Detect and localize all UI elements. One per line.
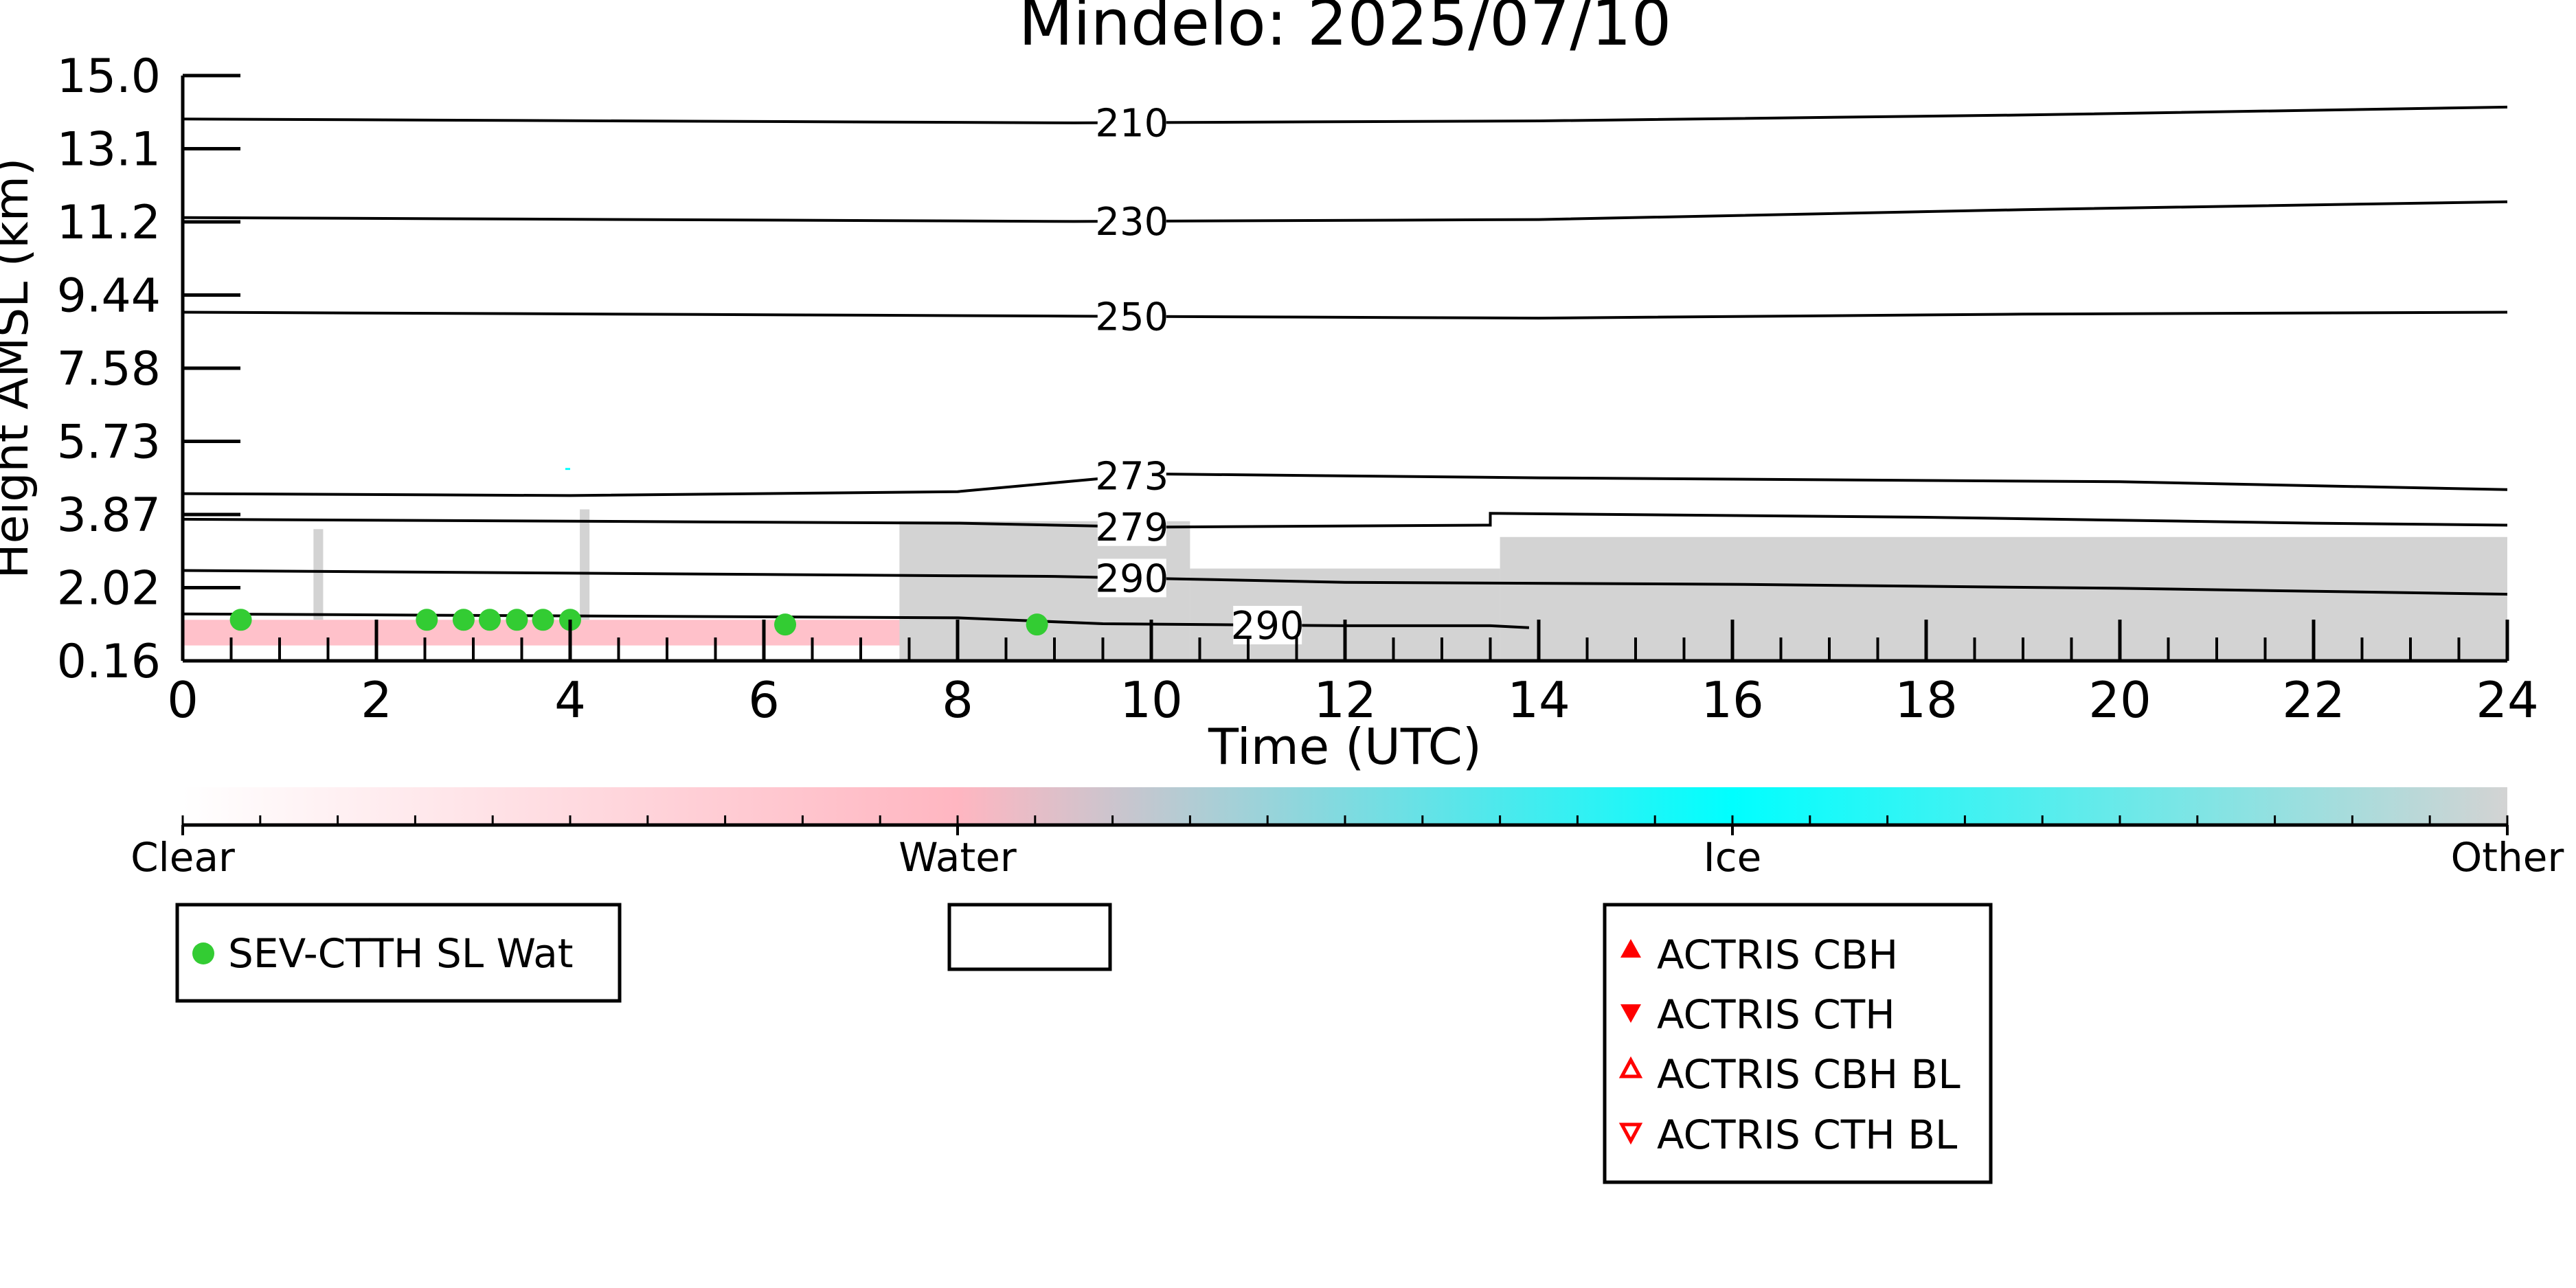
y-tick-label-15.0: 15.0 (57, 49, 161, 104)
point-circle-0-5 (532, 609, 554, 631)
x-tick-label-4: 4 (554, 671, 586, 729)
x-tick-label-24: 24 (2476, 671, 2539, 729)
cloud-region-other-5 (313, 529, 324, 620)
colorbar-label-ice: Ice (1704, 834, 1762, 881)
contour-label-bg-0 (1097, 103, 1166, 142)
x-tick-label-12: 12 (1313, 671, 1377, 729)
contour-230-1 (182, 200, 2508, 223)
contour-label-279-4: 279 (1095, 506, 1168, 550)
x-tick-label-2: 2 (361, 671, 392, 729)
x-tick-label-16: 16 (1701, 671, 1764, 729)
legend-sev-label: SEV-CTTH SL Wat (228, 930, 574, 977)
colorbar-label-clear: Clear (131, 834, 235, 881)
colorbar-label-other: Other (2451, 834, 2564, 881)
y-tick-label-5.73: 5.73 (57, 416, 161, 470)
contour-279-4 (182, 512, 2508, 529)
y-tick-label-2.02: 2.02 (57, 562, 161, 616)
legend-cth-bl-label: ACTRIS CTH BL (1657, 1111, 1957, 1158)
colorbar-ticks: Clear Water Ice Other (131, 815, 2564, 881)
y-tick-label-0.16: 0.16 (57, 635, 161, 689)
x-axis-label: Time (UTC) (1208, 718, 1482, 776)
legend-actris-frame (1603, 903, 1993, 1184)
y-ticks: 0.16 2.02 3.87 5.73 7.58 9.44 11.2 13.1 15.0 (57, 49, 240, 689)
y-tick-label-13.1: 13.1 (57, 123, 161, 177)
x-tick-label-18: 18 (1895, 671, 1958, 729)
contour-label-bg-1 (1097, 202, 1166, 241)
contour-250-2 (182, 310, 2508, 320)
colorbar: Clear Water Ice Other (131, 787, 2564, 881)
chart-title: Mindelo: 2025/07/10 (1019, 0, 1672, 60)
temperature-contours: 210 230 250 273 279 290 290 (182, 102, 2508, 648)
legend-cth-marker (1620, 1004, 1641, 1023)
contour-label-290-6: 290 (1231, 604, 1304, 648)
legend-empty (947, 903, 1112, 971)
x-ticks: 0 2 4 6 8 10 12 14 16 18 20 22 24 (167, 620, 2539, 729)
x-tick-label-14: 14 (1507, 671, 1570, 729)
legend-cbh-marker (1620, 939, 1641, 958)
colorbar-label-water: Water (899, 834, 1017, 881)
contour-label-210-0: 210 (1095, 102, 1168, 146)
contour-label-bg-4 (1097, 507, 1166, 546)
cloud-mask-layer (183, 468, 2507, 661)
point-circle-0-4 (506, 609, 528, 631)
contour-label-bg-3 (1097, 456, 1166, 495)
contour-210-0 (182, 105, 2508, 124)
minor-ticks (229, 637, 2461, 661)
cloud-region-other-4 (1500, 536, 2507, 661)
cloud-region-ice-7 (565, 468, 570, 471)
contour-label-bg-6 (1233, 605, 1302, 644)
legend-sev: SEV-CTTH SL Wat (175, 903, 622, 1003)
contour-label-273-3: 273 (1095, 454, 1168, 499)
legend-sev-frame (175, 903, 622, 1003)
y-tick-label-3.87: 3.87 (57, 488, 161, 543)
x-tick-label-22: 22 (2282, 671, 2345, 729)
contour-273-3 (182, 472, 2508, 497)
y-tick-label-7.58: 7.58 (57, 342, 161, 396)
marker-layer (229, 609, 1048, 636)
point-circle-0-8 (1026, 613, 1048, 636)
cloud-region-other-6 (580, 509, 590, 620)
y-axis-label: Height AMSL (km) (0, 158, 39, 579)
x-tick-label-20: 20 (2088, 671, 2151, 729)
contour-label-230-1: 230 (1095, 200, 1168, 245)
legend-sev-marker (192, 942, 214, 964)
x-tick-label-0: 0 (167, 671, 199, 729)
contour-label-250-2: 250 (1095, 295, 1168, 340)
contour-290-5 (182, 569, 2508, 596)
x-tick-label-8: 8 (942, 671, 973, 729)
plot-area: 210 230 250 273 279 290 290 (181, 76, 2508, 663)
y-tick-label-9.44: 9.44 (57, 269, 161, 324)
contour-label-bg-2 (1097, 297, 1166, 336)
x-tick-label-10: 10 (1120, 671, 1183, 729)
legend-cth-label: ACTRIS CTH (1657, 991, 1895, 1038)
point-circle-0-1 (416, 609, 438, 631)
contour-label-bg-5 (1097, 558, 1166, 598)
legend-cth-bl-marker (1618, 1122, 1643, 1145)
legend-cbh-bl-marker (1618, 1056, 1643, 1078)
x-tick-label-6: 6 (748, 671, 780, 729)
legend-cbh-bl-label: ACTRIS CBH BL (1657, 1051, 1961, 1098)
contour-label-290-5: 290 (1095, 556, 1168, 601)
legend-cbh-label: ACTRIS CBH (1657, 931, 1898, 978)
legend-empty-frame (947, 903, 1112, 971)
point-circle-0-7 (774, 613, 797, 636)
point-circle-0-2 (452, 609, 475, 631)
contour-290-6 (182, 612, 1530, 629)
point-circle-0-3 (478, 609, 501, 631)
point-circle-0-0 (229, 609, 252, 631)
legend-actris: ACTRIS CBH ACTRIS CTH ACTRIS CBH BL ACTR… (1603, 903, 1993, 1184)
y-tick-label-11.2: 11.2 (57, 196, 161, 250)
